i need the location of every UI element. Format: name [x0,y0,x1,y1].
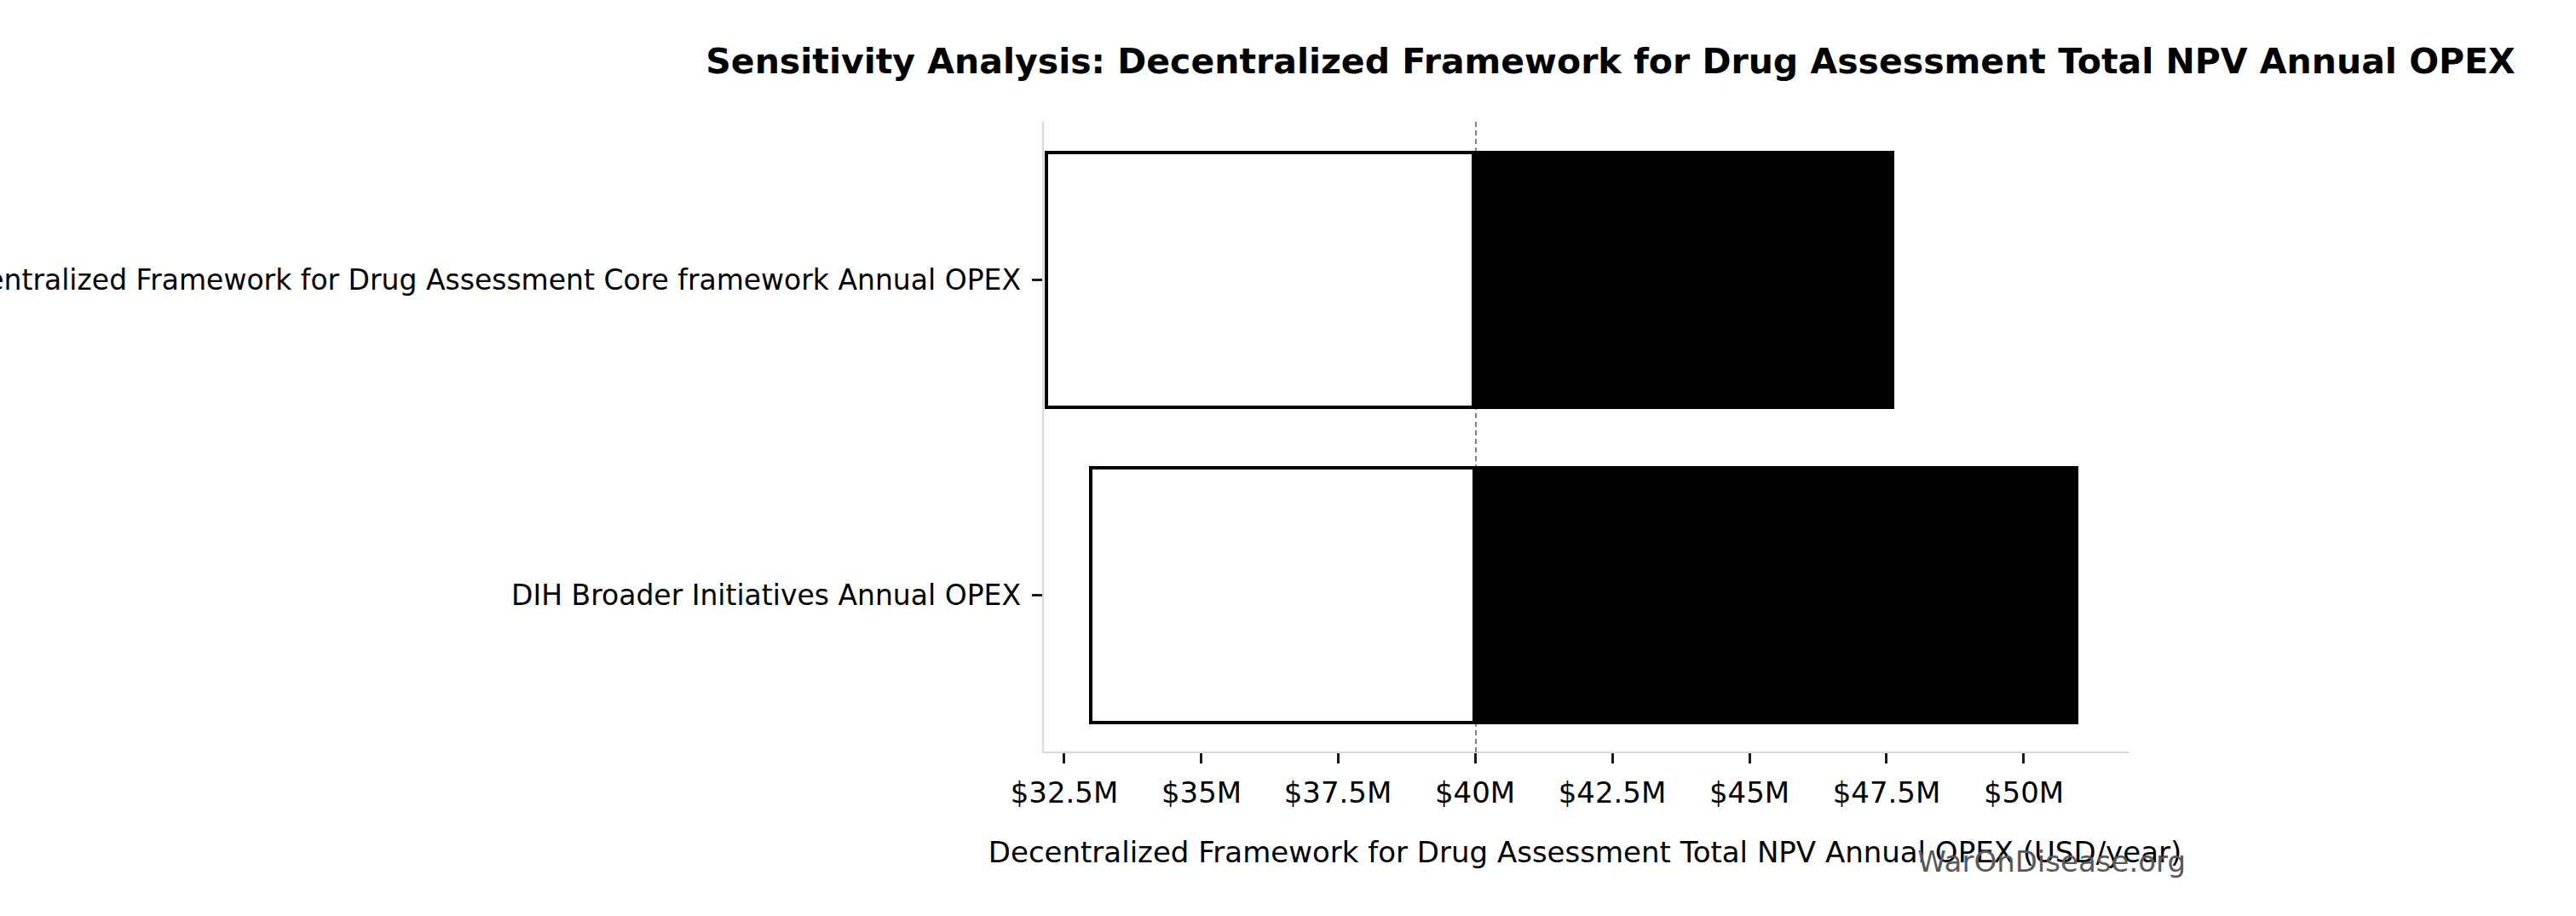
bar-low-segment [1089,466,1476,724]
x-tick-mark [2022,753,2025,763]
x-tick-mark [1063,753,1065,763]
x-tick-label: $37.5M [1284,775,1392,809]
x-axis-spine [1042,752,2129,753]
bar-low-segment [1045,151,1475,409]
x-tick-label: $40M [1435,775,1515,809]
x-tick-label: $32.5M [1011,775,1119,809]
x-tick-label: $50M [1984,775,2064,809]
x-tick-mark [1749,753,1751,763]
watermark-text: WarOnDisease.org [1917,844,2186,879]
x-tick-label: $47.5M [1833,775,1941,809]
x-tick-mark [1337,753,1340,763]
x-tick-label: $35M [1161,775,1242,809]
x-tick-label: $42.5M [1559,775,1667,809]
sensitivity-tornado-chart: Sensitivity Analysis: Decentralized Fram… [0,0,2576,916]
x-tick-label: $45M [1709,775,1789,809]
y-axis-spine [1042,122,1044,753]
category-label: DIH Broader Initiatives Annual OPEX [511,579,1021,612]
x-tick-mark [1474,753,1477,763]
chart-title: Sensitivity Analysis: Decentralized Fram… [706,41,2515,82]
bar-high-segment [1475,151,1894,409]
x-tick-mark [1611,753,1614,763]
category-label: Decentralized Framework for Drug Assessm… [0,263,1021,297]
y-tick-mark [1032,279,1042,281]
y-tick-mark [1032,594,1042,596]
bar-high-segment [1475,466,2078,724]
x-tick-mark [1885,753,1887,763]
x-tick-mark [1200,753,1202,763]
